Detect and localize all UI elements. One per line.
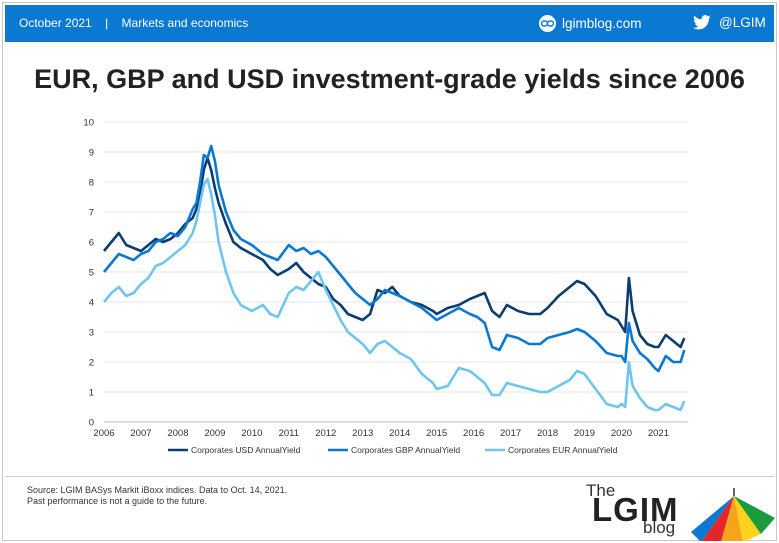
source-line: Source: LGIM BASys Markit iBoxx indices.… — [27, 485, 288, 495]
x-tick-label: 2013 — [352, 428, 373, 439]
x-tick-label: 2020 — [611, 428, 632, 439]
logo-blog: blog — [643, 518, 676, 537]
y-tick-label: 1 — [89, 388, 94, 399]
x-tick-label: 2018 — [537, 428, 558, 439]
footer-divider — [5, 476, 774, 477]
site-label: lgimblog.com — [562, 16, 642, 31]
y-tick-label: 8 — [89, 178, 94, 189]
y-tick-label: 7 — [89, 208, 94, 219]
x-tick-label: 2007 — [130, 428, 151, 439]
disclaimer-line: Past performance is not a guide to the f… — [27, 496, 208, 506]
link-icon — [539, 15, 556, 32]
lgim-blog-logo: The LGIM blog — [583, 478, 777, 541]
y-tick-label: 6 — [89, 238, 94, 249]
x-tick-label: 2012 — [315, 428, 336, 439]
y-tick-label: 0 — [89, 418, 94, 429]
header-section[interactable]: Markets and economics — [121, 16, 249, 30]
twitter-icon — [693, 15, 711, 30]
x-tick-label: 2014 — [389, 428, 410, 439]
x-tick-label: 2011 — [279, 428, 299, 439]
yield-chart: 0 1 2 3 4 5 6 7 8 9 10 2006 2007 2008 2009 2010 2011 2012… — [83, 118, 688, 455]
header-date: October 2021 — [19, 16, 92, 30]
header-left: October 2021 | Markets and economics — [19, 16, 248, 30]
logo-lgim: LGIM — [592, 491, 679, 528]
x-tick-label: 2008 — [167, 428, 188, 439]
series-line-2 — [102, 144, 686, 373]
header-separator: | — [105, 16, 109, 30]
header-bar: October 2021 | Markets and economics lgi… — [5, 5, 774, 42]
series-line-3 — [102, 177, 686, 412]
site-link[interactable]: lgimblog.com — [539, 15, 642, 32]
x-tick-label: 2019 — [574, 428, 595, 439]
x-tick-label: 2015 — [426, 428, 447, 439]
legend-label-1: Corporates USD AnnualYield — [191, 445, 301, 455]
twitter-link[interactable]: @LGIM — [693, 15, 766, 30]
y-tick-label: 2 — [89, 358, 94, 369]
y-tick-label: 4 — [89, 298, 94, 309]
x-tick-label: 2016 — [463, 428, 484, 439]
x-tick-label: 2010 — [241, 428, 262, 439]
legend-label-3: Corporates EUR AnnualYield — [508, 445, 618, 455]
y-tick-label: 10 — [83, 118, 94, 129]
x-tick-label: 2021 — [648, 428, 669, 439]
chart-title: EUR, GBP and USD investment-grade yields… — [34, 64, 745, 94]
x-tick-label: 2009 — [204, 428, 225, 439]
y-tick-label: 3 — [89, 328, 94, 339]
twitter-handle: @LGIM — [719, 15, 766, 30]
source-note: Source: LGIM BASys Markit iBoxx indices.… — [27, 485, 287, 507]
x-tick-label: 2017 — [500, 428, 521, 439]
legend-label-2: Corporates GBP AnnualYield — [351, 445, 460, 455]
x-tick-label: 2006 — [93, 428, 114, 439]
y-tick-label: 9 — [89, 148, 94, 159]
umbrella-icon — [691, 488, 775, 541]
logo-the: The — [586, 481, 616, 500]
y-tick-label: 5 — [89, 268, 94, 279]
series-line-1 — [102, 156, 686, 349]
